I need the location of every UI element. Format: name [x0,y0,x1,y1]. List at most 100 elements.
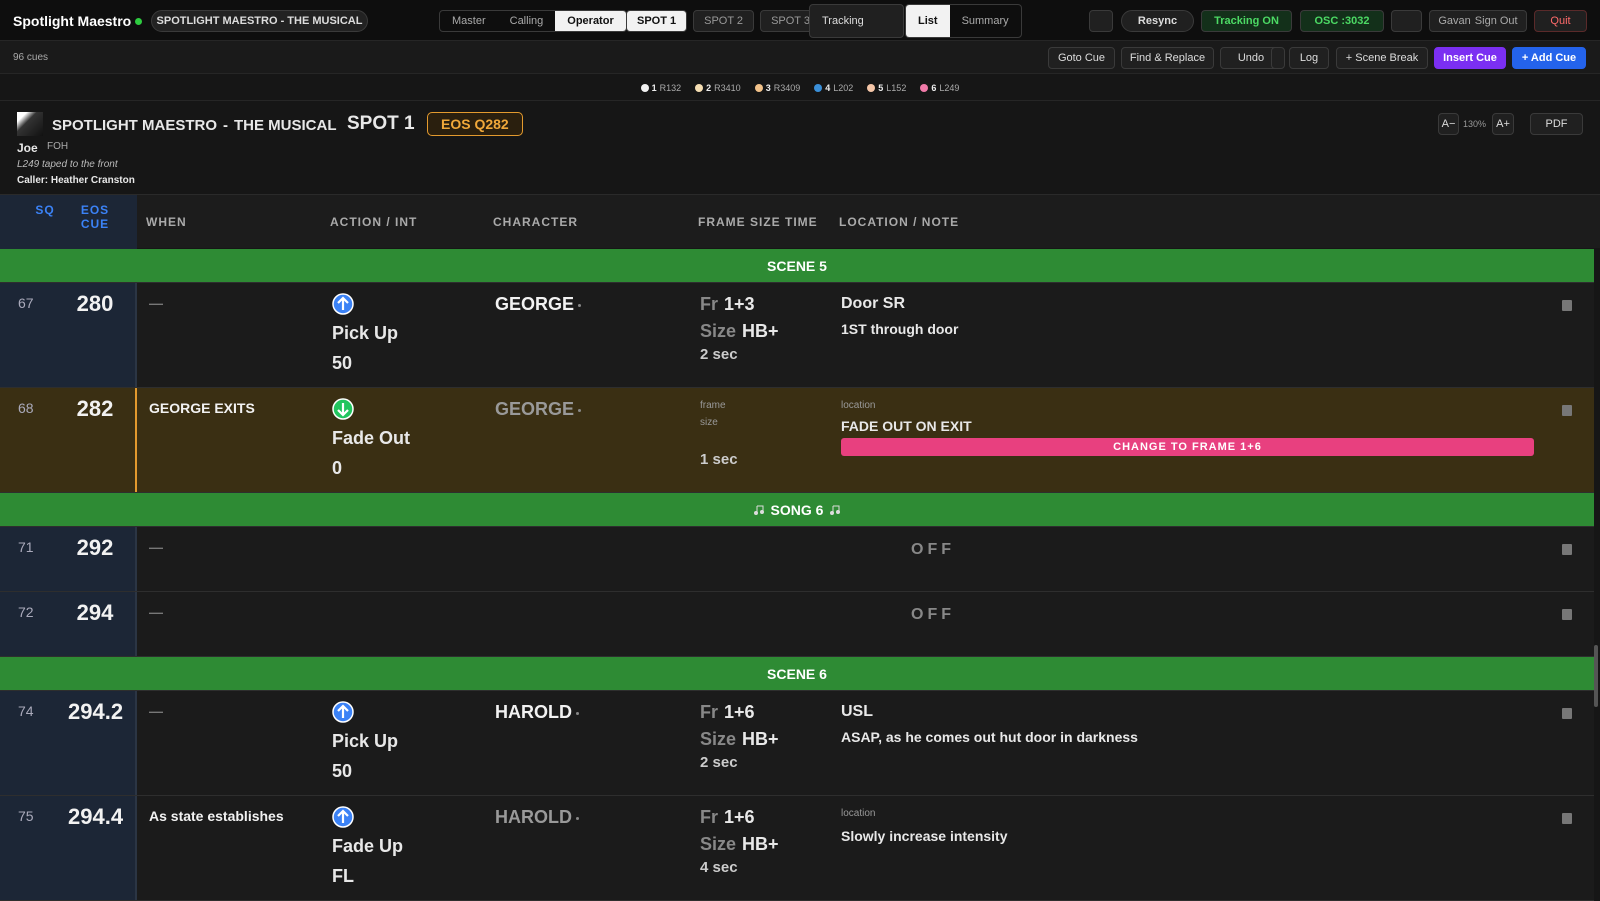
toolbar-button[interactable]: Goto Cue [1048,47,1115,69]
add-cue-button[interactable]: + Add Cue [1512,47,1586,69]
layout-tab[interactable]: List [906,5,950,37]
layout-tabs: List Summary [905,4,1022,38]
view-tab[interactable]: Operator [555,11,626,31]
delete-button[interactable] [1562,609,1572,620]
spot-legend-item: 6 L249 [920,83,959,93]
top-bar: Spotlight Maestro SPOTLIGHT MAESTRO - TH… [0,0,1600,41]
lead-cell [0,796,137,900]
theme-button[interactable] [1089,10,1113,32]
table-header: SQ EOS CUE WHEN ACTION / INT CHARACTER FRAME … [0,194,1600,249]
logo [17,112,43,136]
cue-row: 68 282 GEORGE EXITS Fade Out 0 GEORGE frame siz… [0,388,1594,493]
sign-out[interactable]: Sign Out [1474,15,1518,27]
tracking-status[interactable]: Tracking ON [1201,10,1292,32]
band-label: SCENE 6 [767,665,827,682]
sq-number: 71 [18,539,34,555]
eos-cue: 294 [76,600,114,625]
insert-cue-button[interactable]: Insert Cue [1434,47,1506,69]
lead-cell [0,388,137,492]
sq-number: 75 [18,808,34,824]
quit-button[interactable]: Quit [1534,10,1587,32]
song-row: SONG 6 [0,493,1594,527]
lead-cell [0,592,137,656]
frame-value: 1+3 [724,294,755,314]
toolbar-button[interactable]: Undo [1220,47,1282,69]
frame-value: 1+6 [724,702,755,722]
user-name: Gavan [1438,15,1471,27]
spot-number: 4 [825,82,831,93]
spot-name: SPOT 1 [347,113,415,134]
show-select[interactable]: SPOTLIGHT MAESTRO - THE MUSICAL [151,10,368,32]
action: Pick Up [332,731,399,751]
layout-tab[interactable]: Summary [961,15,1009,27]
lead-cell [0,283,137,387]
view-tab[interactable]: Master [452,15,486,27]
frame-label: Fr [700,702,718,722]
band-label: SCENE 5 [767,257,827,274]
when: — [149,295,163,311]
when: As state establishes [149,808,284,824]
toolbar-button[interactable]: Find & Replace [1121,47,1214,69]
spot-number: 3 [765,82,771,93]
music-icon [753,505,764,515]
cue-count: 96 cues [13,52,49,63]
column-header: LOCATION / NOTE [839,215,960,229]
sq-number: 68 [18,400,34,416]
sq-number: 72 [18,604,34,620]
view-tab[interactable]: Calling [509,15,544,27]
direction-icon [332,701,354,723]
size-value: HB+ [742,729,779,749]
view-tabs: Master Calling Operator [439,10,627,32]
intensity: 50 [332,761,353,781]
zoom-in[interactable]: A+ [1492,113,1514,135]
spot-number: 6 [931,82,937,93]
frame-label: Fr [700,294,718,314]
column-header: ACTION / INT [330,215,418,229]
scene-row: SCENE 6 [0,657,1594,691]
edit-dot [576,816,579,820]
sheet-header: SPOTLIGHT MAESTRO - THE MUSICAL SPOT 1 EOS… [0,101,1600,193]
size-label: Size [700,834,737,854]
eos-cue: 294.4 [68,804,124,829]
music-icon [830,505,841,515]
eos-badge: EOS Q282 [427,112,523,136]
app-title: Spotlight Maestro [13,13,132,29]
edit-dot [576,711,579,715]
size: Size HB+ [700,729,779,750]
delete-button[interactable] [1562,708,1572,719]
note: ASAP, as he comes out hut door in darkne… [841,729,1138,745]
log-button[interactable]: Log [1289,47,1329,69]
spot-gel: R3410 [714,82,741,93]
user-box: Gavan Sign Out [1429,10,1527,32]
delete-button[interactable] [1562,300,1572,311]
spot-color [920,83,929,92]
resync-button[interactable]: Resync [1121,10,1194,32]
spot-color [867,83,876,92]
delete-button[interactable] [1562,813,1572,824]
intensity: 50 [332,353,353,373]
time: 2 sec [700,346,738,363]
scene-break-button[interactable]: + Scene Break [1336,47,1428,69]
mode-select[interactable]: Tracking [809,4,904,38]
pdf-button[interactable]: PDF [1530,113,1583,135]
spot-tab[interactable]: SPOT 2 [693,10,755,32]
action: Fade Out [332,428,411,448]
lead-cell [0,691,137,795]
size-label: size [700,417,718,428]
character: GEORGE [495,399,582,420]
spot-tab[interactable]: SPOT 1 [626,10,688,32]
intensity: FL [332,866,354,886]
settings-button[interactable] [1391,10,1422,32]
frame: Fr 1+6 [700,807,755,828]
delete-button[interactable] [1562,544,1572,555]
direction-icon [332,293,354,315]
delete-button[interactable] [1562,405,1572,416]
spot-legend-item: 3 R3409 [754,82,801,93]
spot-gel: R3409 [773,82,801,93]
undo-menu[interactable] [1271,47,1285,69]
spot-note: L249 taped to the front [17,159,118,170]
spot-number: 2 [706,82,712,93]
spot-tab[interactable]: SPOT 3 [760,10,821,32]
zoom-out[interactable]: A− [1438,113,1459,135]
